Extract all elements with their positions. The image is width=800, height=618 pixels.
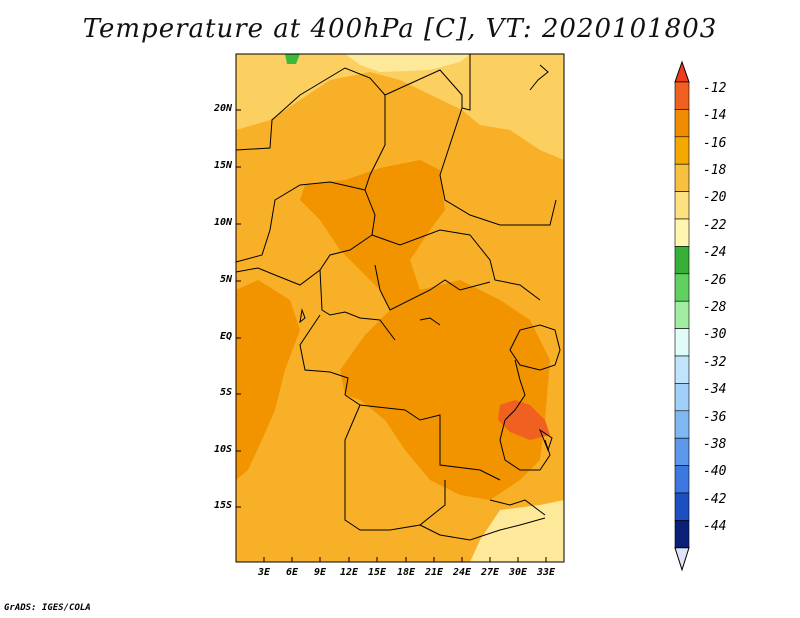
colorbar-swatch <box>674 492 690 521</box>
lat-label: 10S <box>213 444 232 455</box>
lat-label: 5S <box>219 387 232 398</box>
field-region-minus-15-west <box>236 280 300 480</box>
field-region-minus-21-southeast <box>470 500 564 562</box>
field-region-minus-23 <box>285 54 300 64</box>
colorbar-top-arrow <box>674 60 690 83</box>
map-title: Temperature at 400hPa [C], VT: 202010180… <box>82 14 718 44</box>
lat-label: EQ <box>219 331 232 342</box>
lon-label: 33E <box>536 567 556 578</box>
colorbar-label: -24 <box>703 245 727 261</box>
lon-label: 15E <box>367 567 387 578</box>
colorbar-label: -42 <box>703 491 727 507</box>
colorbar-swatch <box>674 465 690 494</box>
colorbar-label: -44 <box>703 519 727 535</box>
colorbar-label: -18 <box>703 163 727 179</box>
colorbar <box>674 60 690 572</box>
lat-label: 5N <box>219 274 232 285</box>
colorbar-swatch <box>674 81 690 110</box>
colorbar-label: -12 <box>703 80 727 96</box>
colorbar-swatch <box>674 437 690 466</box>
colorbar-swatch <box>674 300 690 329</box>
field-region-minus-13 <box>498 400 550 440</box>
lon-label: 9E <box>313 567 327 578</box>
colorbar-swatch <box>674 109 690 138</box>
country-borders <box>235 54 561 541</box>
colorbar-swatch <box>674 410 690 439</box>
colorbar-swatch <box>674 218 690 247</box>
colorbar-label: -40 <box>703 464 727 480</box>
colorbar-label: -30 <box>703 327 727 343</box>
lon-label: 12E <box>339 567 359 578</box>
field-region-minus-15-central <box>300 160 550 500</box>
lat-label: 20N <box>213 103 232 114</box>
colorbar-label: -32 <box>703 354 727 370</box>
colorbar-swatch <box>674 383 690 412</box>
map-frame <box>235 53 565 563</box>
lat-label: 10N <box>213 217 232 228</box>
colorbar-swatch <box>674 163 690 192</box>
colorbar-label: -36 <box>703 409 727 425</box>
lon-label: 27E <box>480 567 500 578</box>
latitude-ticks <box>236 109 241 508</box>
field-region-minus-19 <box>236 54 564 160</box>
lon-label: 30E <box>508 567 528 578</box>
lat-label: 15S <box>213 500 232 511</box>
lon-label: 3E <box>257 567 271 578</box>
grads-credit: GrADS: IGES/COLA <box>4 603 91 613</box>
colorbar-swatch <box>674 520 690 549</box>
colorbar-swatch <box>674 136 690 165</box>
colorbar-swatch <box>674 191 690 220</box>
longitude-ticks <box>263 557 547 562</box>
lat-label: 15N <box>213 160 232 171</box>
colorbar-label: -38 <box>703 437 727 453</box>
colorbar-swatch <box>674 355 690 384</box>
colorbar-swatch <box>674 328 690 357</box>
colorbar-swatch <box>674 246 690 275</box>
colorbar-label: -16 <box>703 135 727 151</box>
lon-label: 6E <box>285 567 299 578</box>
colorbar-label: -34 <box>703 382 727 398</box>
lon-label: 21E <box>424 567 444 578</box>
lon-label: 18E <box>396 567 416 578</box>
colorbar-bottom-arrow <box>674 547 690 572</box>
colorbar-label: -20 <box>703 190 727 206</box>
field-region-minus-21 <box>345 54 470 72</box>
colorbar-label: -28 <box>703 300 727 316</box>
temperature-field <box>236 54 564 562</box>
colorbar-label: -22 <box>703 217 727 233</box>
colorbar-swatch <box>674 273 690 302</box>
colorbar-label: -26 <box>703 272 727 288</box>
lon-label: 24E <box>452 567 472 578</box>
colorbar-label: -14 <box>703 108 727 124</box>
